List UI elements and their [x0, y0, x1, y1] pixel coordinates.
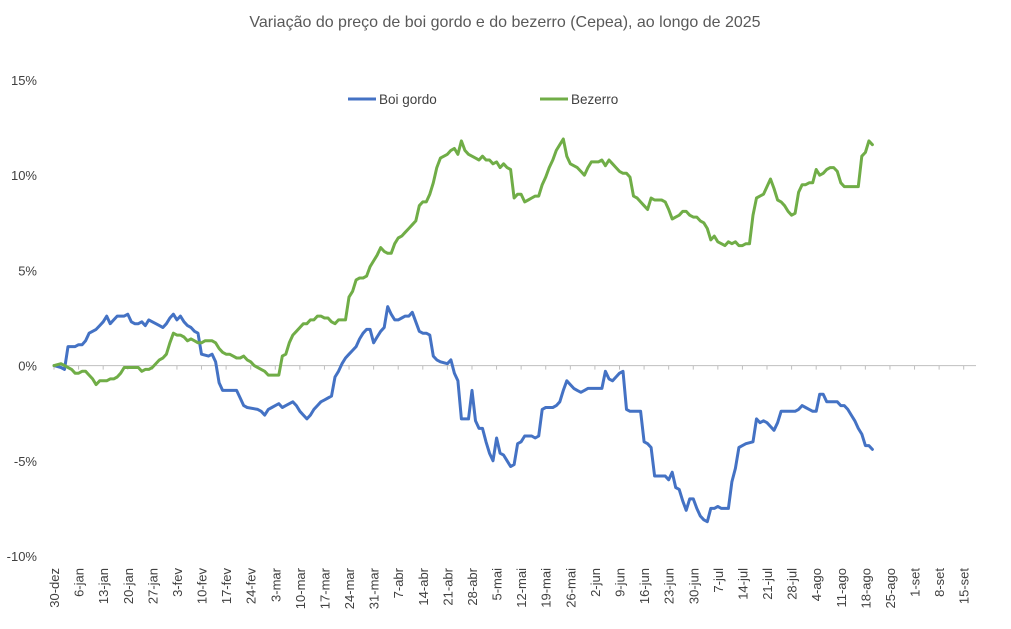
- x-tick-label: 14-abr: [416, 567, 431, 605]
- x-tick-label: 4-ago: [809, 568, 824, 601]
- x-tick-label: 21-jul: [760, 568, 775, 600]
- x-tick-label: 28-jul: [785, 568, 800, 600]
- x-tick-label: 7-abr: [391, 567, 406, 598]
- x-tick-label: 30-jun: [686, 568, 701, 604]
- x-tick-label: 6-jan: [72, 568, 87, 597]
- series-layer: [52, 137, 874, 524]
- x-tick-label: 31-mar: [367, 567, 382, 609]
- x-tick-label: 26-mai: [563, 568, 578, 608]
- x-tick-label: 24-mar: [342, 567, 357, 609]
- x-tick-label: 1-set: [908, 568, 923, 597]
- x-tick-label: 7-jul: [711, 568, 726, 593]
- x-tick-label: 14-jul: [735, 568, 750, 600]
- x-tick-label: 10-fev: [195, 568, 210, 605]
- x-tick-label: 21-abr: [440, 567, 455, 605]
- x-tick-label: 19-mai: [539, 568, 554, 608]
- x-tick-label: 24-fev: [244, 568, 259, 605]
- x-tick-label: 2-jun: [588, 568, 603, 597]
- x-tick-label: 11-ago: [834, 568, 849, 608]
- x-tick-label: 30-dez: [47, 568, 62, 608]
- legend-label: Boi gordo: [379, 92, 437, 107]
- x-tick-label: 9-jun: [612, 568, 627, 597]
- y-tick-label: 15%: [11, 73, 37, 88]
- x-tick-label: 23-jun: [662, 568, 677, 604]
- x-tick-label: 5-mai: [490, 568, 505, 601]
- x-tick-label: 13-jan: [96, 568, 111, 604]
- x-tick-label: 17-mar: [317, 567, 332, 609]
- legend: Boi gordo Bezerro: [348, 92, 618, 107]
- x-tick-label: 17-fev: [219, 568, 234, 605]
- y-tick-label: -5%: [14, 454, 38, 469]
- legend-label: Bezerro: [571, 92, 618, 107]
- y-tick-label: 0%: [18, 359, 37, 374]
- y-axis: 15% 10% 5% 0% -5% -10%: [7, 73, 38, 564]
- x-tick-label: 12-mai: [514, 568, 529, 608]
- chart-title: Variação do preço de boi gordo e do beze…: [249, 14, 760, 31]
- x-tick-label: 3-fev: [170, 568, 185, 597]
- x-tick-label: 20-jan: [121, 568, 136, 604]
- x-axis: 30-dez 6-jan 13-jan 20-jan 27-jan 3-fev 10-fev…: [47, 365, 972, 609]
- series-line-bezerro: [52, 137, 874, 387]
- x-tick-label: 3-mar: [268, 567, 283, 602]
- x-tick-label: 18-ago: [858, 568, 873, 608]
- x-tick-label: 28-abr: [465, 567, 480, 605]
- x-tick-label: 25-ago: [883, 568, 898, 608]
- y-tick-label: -10%: [7, 549, 38, 564]
- x-tick-label: 15-set: [957, 568, 972, 605]
- y-tick-label: 5%: [18, 263, 37, 278]
- series-line-boi-gordo: [52, 305, 874, 524]
- x-tick-label: 10-mar: [293, 567, 308, 609]
- y-tick-label: 10%: [11, 168, 37, 183]
- x-tick-label: 8-set: [932, 568, 947, 597]
- x-tick-label: 16-jun: [637, 568, 652, 604]
- x-tick-label: 27-jan: [145, 568, 160, 604]
